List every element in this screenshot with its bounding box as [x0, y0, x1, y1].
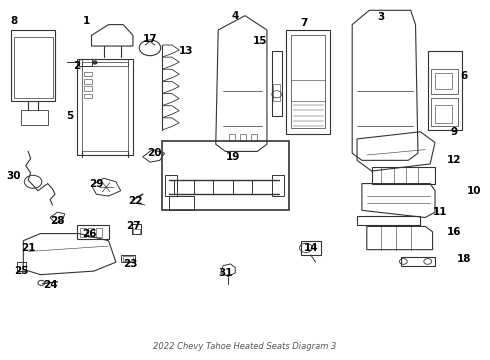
Text: 22: 22 [128, 197, 143, 206]
Text: 14: 14 [303, 243, 318, 253]
Text: 23: 23 [123, 259, 138, 269]
Text: 13: 13 [179, 46, 194, 57]
Text: 15: 15 [252, 36, 267, 46]
Text: 26: 26 [82, 229, 97, 239]
Text: 7: 7 [300, 18, 307, 28]
Text: 11: 11 [433, 207, 447, 217]
Text: 31: 31 [218, 268, 233, 278]
Text: 2: 2 [74, 61, 80, 71]
Text: 6: 6 [461, 71, 468, 81]
Text: 5: 5 [66, 111, 73, 121]
Text: 20: 20 [147, 148, 162, 158]
Text: 4: 4 [232, 11, 239, 21]
Text: 30: 30 [6, 171, 21, 181]
Text: 12: 12 [447, 156, 462, 165]
Text: 3: 3 [378, 13, 385, 22]
Text: 9: 9 [451, 127, 458, 137]
Text: 16: 16 [447, 227, 462, 237]
Text: 1: 1 [83, 16, 90, 26]
Text: 8: 8 [10, 16, 17, 26]
Circle shape [93, 61, 97, 64]
Text: 24: 24 [43, 280, 57, 291]
Text: 19: 19 [225, 152, 240, 162]
Text: 10: 10 [467, 186, 481, 196]
Text: 17: 17 [143, 34, 157, 44]
Text: 25: 25 [14, 266, 28, 276]
Text: 21: 21 [21, 243, 35, 253]
Text: 29: 29 [89, 179, 103, 189]
Text: 28: 28 [50, 216, 65, 226]
Text: 2022 Chevy Tahoe Heated Seats Diagram 3: 2022 Chevy Tahoe Heated Seats Diagram 3 [153, 342, 337, 351]
Text: 27: 27 [125, 221, 140, 231]
Text: 18: 18 [457, 253, 471, 264]
